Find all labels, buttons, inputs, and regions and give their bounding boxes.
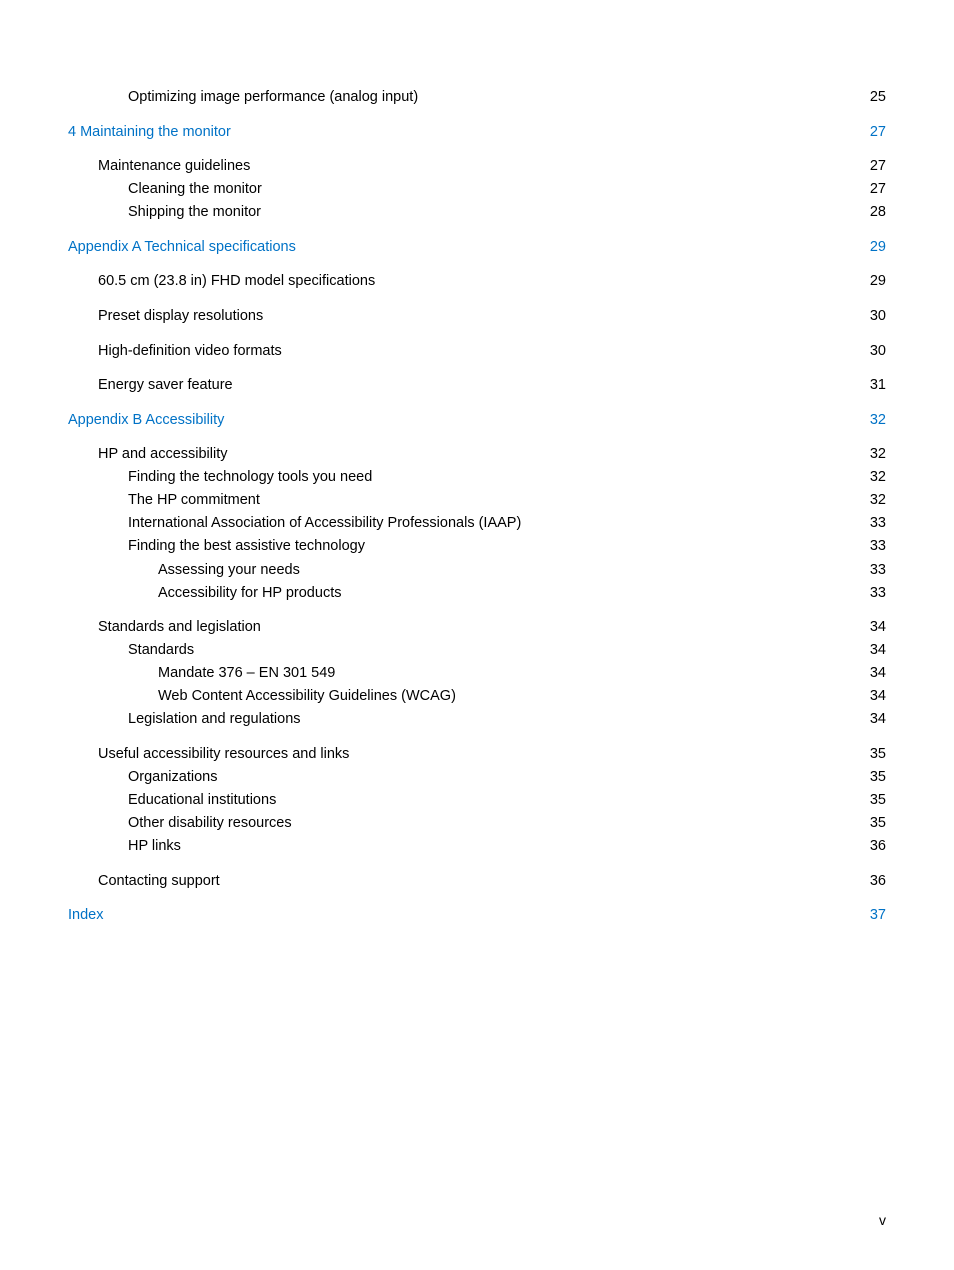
toc-page-number: 27 [870, 180, 886, 200]
toc-entry: Optimizing image performance (analog inp… [128, 88, 886, 108]
toc-title: Maintenance guidelines [98, 157, 250, 177]
toc-page-number: 32 [870, 468, 886, 488]
toc-page-number: 32 [870, 491, 886, 511]
toc-page-number: 28 [870, 203, 886, 223]
toc-title: High-definition video formats [98, 342, 282, 362]
toc-entry: International Association of Accessibili… [128, 514, 886, 534]
toc-page-number: 36 [870, 837, 886, 857]
toc-title: Cleaning the monitor [128, 180, 262, 200]
toc-title: Contacting support [98, 872, 220, 892]
toc-entry[interactable]: 4 Maintaining the monitor 27 [68, 123, 886, 143]
toc-entry: Other disability resources 35 [128, 814, 886, 834]
toc-page-number: 32 [870, 411, 886, 431]
toc-title: HP and accessibility [98, 445, 228, 465]
toc-page-number: 35 [870, 768, 886, 788]
toc-page-number: 33 [870, 561, 886, 581]
toc-title: Web Content Accessibility Guidelines (WC… [158, 687, 456, 707]
toc-page-number: 31 [870, 376, 886, 396]
toc-title: Useful accessibility resources and links [98, 745, 349, 765]
page-number: v [879, 1212, 886, 1228]
toc-entry: Web Content Accessibility Guidelines (WC… [158, 687, 886, 707]
toc-entry: Energy saver feature 31 [98, 376, 886, 396]
toc-page-number: 35 [870, 791, 886, 811]
toc-title: Shipping the monitor [128, 203, 261, 223]
toc-page-number: 30 [870, 342, 886, 362]
toc-entry[interactable]: Appendix A Technical specifications 29 [68, 238, 886, 258]
toc-entry: Educational institutions 35 [128, 791, 886, 811]
toc-entry: Cleaning the monitor 27 [128, 180, 886, 200]
toc-title: Appendix B Accessibility [68, 411, 224, 431]
toc-entry: Mandate 376 – EN 301 549 34 [158, 664, 886, 684]
toc-entry: 60.5 cm (23.8 in) FHD model specificatio… [98, 272, 886, 292]
toc-entry: Accessibility for HP products 33 [158, 584, 886, 604]
toc-title: Educational institutions [128, 791, 276, 811]
toc-entry: The HP commitment 32 [128, 491, 886, 511]
toc-page-number: 30 [870, 307, 886, 327]
toc-title: Mandate 376 – EN 301 549 [158, 664, 335, 684]
toc-page-number: 33 [870, 584, 886, 604]
toc-entry: Useful accessibility resources and links… [98, 745, 886, 765]
toc-entry: Standards 34 [128, 641, 886, 661]
toc-page-number: 27 [870, 157, 886, 177]
toc-title: Appendix A Technical specifications [68, 238, 296, 258]
toc-title: Optimizing image performance (analog inp… [128, 88, 418, 108]
toc-page-number: 29 [870, 238, 886, 258]
toc-entry: Contacting support 36 [98, 872, 886, 892]
toc-title: Legislation and regulations [128, 710, 301, 730]
toc-title: Finding the best assistive technology [128, 537, 365, 557]
toc-title: HP links [128, 837, 181, 857]
toc-entry: Legislation and regulations 34 [128, 710, 886, 730]
toc-page-number: 34 [870, 618, 886, 638]
toc-entry: High-definition video formats 30 [98, 342, 886, 362]
toc-entry: Standards and legislation 34 [98, 618, 886, 638]
toc-entry: HP links 36 [128, 837, 886, 857]
toc-entry[interactable]: Appendix B Accessibility 32 [68, 411, 886, 431]
toc-entry: Finding the technology tools you need 32 [128, 468, 886, 488]
toc-page-number: 25 [870, 88, 886, 108]
toc-page-number: 35 [870, 814, 886, 834]
toc-title: International Association of Accessibili… [128, 514, 521, 534]
toc-title: 4 Maintaining the monitor [68, 123, 231, 143]
toc-page-number: 33 [870, 514, 886, 534]
toc-page-number: 35 [870, 745, 886, 765]
toc-title: Other disability resources [128, 814, 292, 834]
toc-entry[interactable]: Index 37 [68, 906, 886, 926]
toc-title: Accessibility for HP products [158, 584, 341, 604]
toc-page-number: 37 [870, 906, 886, 926]
toc-page-number: 34 [870, 687, 886, 707]
toc-page-number: 33 [870, 537, 886, 557]
toc-title: Standards [128, 641, 194, 661]
toc-title: Assessing your needs [158, 561, 300, 581]
toc-entry: Shipping the monitor 28 [128, 203, 886, 223]
toc-title: Preset display resolutions [98, 307, 263, 327]
toc-page-number: 34 [870, 664, 886, 684]
toc-entry: Assessing your needs 33 [158, 561, 886, 581]
toc-entry: Preset display resolutions 30 [98, 307, 886, 327]
toc-entry: Organizations 35 [128, 768, 886, 788]
toc-title: Energy saver feature [98, 376, 233, 396]
toc-page-number: 34 [870, 641, 886, 661]
toc-page-number: 32 [870, 445, 886, 465]
toc-page-number: 36 [870, 872, 886, 892]
toc-title: 60.5 cm (23.8 in) FHD model specificatio… [98, 272, 375, 292]
toc-page-number: 29 [870, 272, 886, 292]
toc-entry: Maintenance guidelines 27 [98, 157, 886, 177]
toc-entry: Finding the best assistive technology 33 [128, 537, 886, 557]
toc-title: The HP commitment [128, 491, 260, 511]
toc-page: Optimizing image performance (analog inp… [0, 0, 954, 1270]
toc-title: Standards and legislation [98, 618, 261, 638]
toc-page-number: 34 [870, 710, 886, 730]
toc-title: Organizations [128, 768, 217, 788]
toc-title: Index [68, 906, 103, 926]
toc-title: Finding the technology tools you need [128, 468, 372, 488]
toc-container: Optimizing image performance (analog inp… [68, 88, 886, 926]
toc-entry: HP and accessibility 32 [98, 445, 886, 465]
toc-page-number: 27 [870, 123, 886, 143]
